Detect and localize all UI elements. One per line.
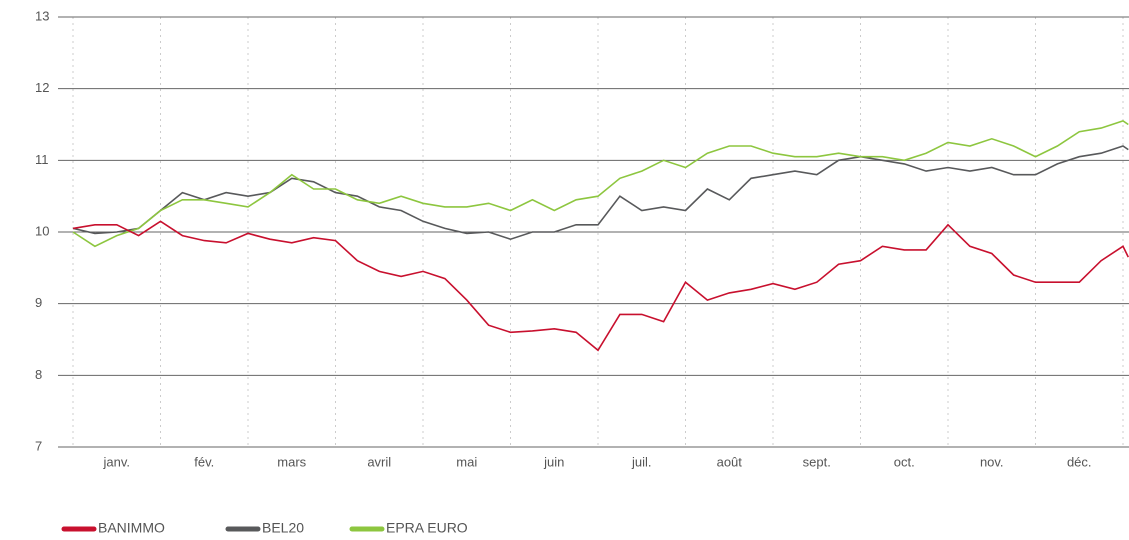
y-tick-label: 7 <box>35 438 42 453</box>
series-line <box>72 145 1129 241</box>
x-tick-label: mars <box>277 454 306 469</box>
series-line <box>72 220 1129 352</box>
x-tick-label: fév. <box>194 454 214 469</box>
series-line <box>72 120 1129 248</box>
x-tick-label: déc. <box>1067 454 1092 469</box>
x-tick-label: avril <box>367 454 391 469</box>
x-tick-label: août <box>717 454 743 469</box>
x-tick-label: juil. <box>631 454 652 469</box>
y-tick-label: 11 <box>35 152 49 167</box>
x-tick-label: oct. <box>894 454 915 469</box>
y-tick-label: 12 <box>35 80 49 95</box>
y-tick-label: 8 <box>35 367 42 382</box>
x-tick-label: mai <box>456 454 477 469</box>
y-tick-label: 10 <box>35 223 49 238</box>
x-tick-label: janv. <box>103 454 131 469</box>
legend-label: EPRA EURO <box>386 520 468 536</box>
y-tick-label: 9 <box>35 295 42 310</box>
x-tick-label: nov. <box>980 454 1004 469</box>
x-tick-label: sept. <box>803 454 831 469</box>
legend-label: BANIMMO <box>98 520 165 536</box>
legend-label: BEL20 <box>262 520 304 536</box>
y-tick-label: 13 <box>35 8 49 23</box>
x-tick-label: juin <box>543 454 564 469</box>
